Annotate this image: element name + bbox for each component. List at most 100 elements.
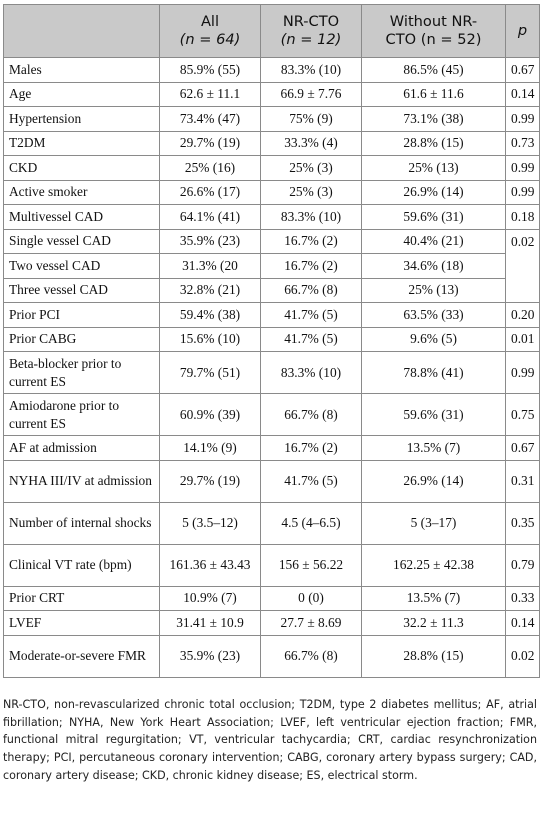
table-row: AF at admission 14.1% (9) 16.7% (2) 13.5… <box>3 435 540 461</box>
table-row: Clinical VT rate (bpm) 161.36 ± 43.43 15… <box>3 543 540 587</box>
cell-p-vessel-group: 0.02 <box>505 228 540 303</box>
cell-all: 5 (3.5–12) <box>159 501 261 545</box>
cell-without: 59.6% (31) <box>361 393 506 436</box>
cell-without: 34.6% (18) <box>361 253 506 279</box>
table-row: Prior CRT 10.9% (7) 0 (0) 13.5% (7) 0.33 <box>3 585 540 611</box>
cell-nr-cto: 41.7% (5) <box>260 302 362 328</box>
table-row: T2DM 29.7% (19) 33.3% (4) 28.8% (15) 0.7… <box>3 130 540 156</box>
row-label: Prior PCI <box>3 302 160 328</box>
row-label: Prior CABG <box>3 326 160 352</box>
cell-p: 0.35 <box>505 501 540 545</box>
cell-without: 25% (13) <box>361 155 506 181</box>
cell-without: 25% (13) <box>361 277 506 303</box>
header-row: All (n = 64) NR-CTO (n = 12) Without NR-… <box>3 4 540 58</box>
row-label: Age <box>3 81 160 107</box>
cell-nr-cto: 4.5 (4–6.5) <box>260 501 362 545</box>
baseline-characteristics-table: All (n = 64) NR-CTO (n = 12) Without NR-… <box>3 4 540 678</box>
cell-p: 0.14 <box>505 81 540 107</box>
cell-all: 161.36 ± 43.43 <box>159 543 261 587</box>
row-label: CKD <box>3 155 160 181</box>
table-row: Active smoker 26.6% (17) 25% (3) 26.9% (… <box>3 179 540 205</box>
row-label: Hypertension <box>3 106 160 132</box>
cell-nr-cto: 83.3% (10) <box>260 351 362 394</box>
cell-all: 62.6 ± 11.1 <box>159 81 261 107</box>
cell-without: 26.9% (14) <box>361 459 506 503</box>
cell-nr-cto: 156 ± 56.22 <box>260 543 362 587</box>
cell-nr-cto: 41.7% (5) <box>260 459 362 503</box>
cell-all: 10.9% (7) <box>159 585 261 611</box>
cell-nr-cto: 33.3% (4) <box>260 130 362 156</box>
cell-all: 35.9% (23) <box>159 634 261 678</box>
cell-all: 29.7% (19) <box>159 130 261 156</box>
cell-all: 25% (16) <box>159 155 261 181</box>
row-label: Amiodarone prior to current ES <box>3 393 160 436</box>
cell-all: 60.9% (39) <box>159 393 261 436</box>
cell-without: 32.2 ± 11.3 <box>361 610 506 636</box>
header-without-nr-cto: Without NR- CTO (n = 52) <box>361 4 506 58</box>
table-row: Prior PCI 59.4% (38) 41.7% (5) 63.5% (33… <box>3 302 540 328</box>
row-label: AF at admission <box>3 435 160 461</box>
header-nr-cto: NR-CTO (n = 12) <box>260 4 362 58</box>
cell-p: 0.14 <box>505 610 540 636</box>
row-label: Beta-blocker prior to current ES <box>3 351 160 394</box>
cell-all: 35.9% (23) <box>159 228 261 254</box>
cell-nr-cto: 0 (0) <box>260 585 362 611</box>
table-row: Three vessel CAD 32.8% (21) 66.7% (8) 25… <box>3 277 540 303</box>
header-nr-cto-n: (n = 12) <box>280 31 342 48</box>
cell-p: 0.67 <box>505 435 540 461</box>
cell-without: 5 (3–17) <box>361 501 506 545</box>
cell-p: 0.02 <box>505 634 540 678</box>
table-row: LVEF 31.41 ± 10.9 27.7 ± 8.69 32.2 ± 11.… <box>3 610 540 636</box>
cell-nr-cto: 66.7% (8) <box>260 393 362 436</box>
cell-all: 29.7% (19) <box>159 459 261 503</box>
cell-p: 0.99 <box>505 179 540 205</box>
cell-nr-cto: 41.7% (5) <box>260 326 362 352</box>
cell-all: 31.41 ± 10.9 <box>159 610 261 636</box>
table-row: Two vessel CAD 31.3% (20 16.7% (2) 34.6%… <box>3 253 540 279</box>
cell-without: 73.1% (38) <box>361 106 506 132</box>
table-row: Age 62.6 ± 11.1 66.9 ± 7.76 61.6 ± 11.6 … <box>3 81 540 107</box>
header-nr-cto-label: NR-CTO <box>282 13 340 30</box>
cell-all: 85.9% (55) <box>159 57 261 83</box>
cell-p: 0.18 <box>505 204 540 230</box>
cell-without: 61.6 ± 11.6 <box>361 81 506 107</box>
cell-nr-cto: 16.7% (2) <box>260 435 362 461</box>
header-all-n: (n = 64) <box>179 31 241 48</box>
cell-all: 14.1% (9) <box>159 435 261 461</box>
cell-p: 0.99 <box>505 106 540 132</box>
header-all-label: All <box>200 13 220 30</box>
header-all: All (n = 64) <box>159 4 261 58</box>
row-label: Prior CRT <box>3 585 160 611</box>
cell-p: 0.99 <box>505 351 540 394</box>
table-row: NYHA III/IV at admission 29.7% (19) 41.7… <box>3 459 540 503</box>
cell-without: 63.5% (33) <box>361 302 506 328</box>
table-row: Amiodarone prior to current ES 60.9% (39… <box>3 393 540 436</box>
cell-all: 64.1% (41) <box>159 204 261 230</box>
row-label: NYHA III/IV at admission <box>3 459 160 503</box>
table-row: Moderate-or-severe FMR 35.9% (23) 66.7% … <box>3 634 540 678</box>
cell-p: 0.73 <box>505 130 540 156</box>
table-row: Hypertension 73.4% (47) 75% (9) 73.1% (3… <box>3 106 540 132</box>
table-row: Number of internal shocks 5 (3.5–12) 4.5… <box>3 501 540 545</box>
cell-without: 9.6% (5) <box>361 326 506 352</box>
cell-all: 31.3% (20 <box>159 253 261 279</box>
cell-without: 59.6% (31) <box>361 204 506 230</box>
table-footnote: NR-CTO, non-revascularized chronic total… <box>3 698 537 782</box>
cell-nr-cto: 66.7% (8) <box>260 634 362 678</box>
cell-without: 162.25 ± 42.38 <box>361 543 506 587</box>
row-label: Moderate-or-severe FMR <box>3 634 160 678</box>
cell-all: 15.6% (10) <box>159 326 261 352</box>
row-label: Males <box>3 57 160 83</box>
row-label: LVEF <box>3 610 160 636</box>
cell-nr-cto: 27.7 ± 8.69 <box>260 610 362 636</box>
row-label: Clinical VT rate (bpm) <box>3 543 160 587</box>
table-row: CKD 25% (16) 25% (3) 25% (13) 0.99 <box>3 155 540 181</box>
cell-p: 0.20 <box>505 302 540 328</box>
row-label: Three vessel CAD <box>3 277 160 303</box>
header-p: p <box>505 4 540 58</box>
table-row: Multivessel CAD 64.1% (41) 83.3% (10) 59… <box>3 204 540 230</box>
cell-nr-cto: 16.7% (2) <box>260 228 362 254</box>
cell-nr-cto: 25% (3) <box>260 155 362 181</box>
cell-nr-cto: 66.9 ± 7.76 <box>260 81 362 107</box>
row-label: T2DM <box>3 130 160 156</box>
